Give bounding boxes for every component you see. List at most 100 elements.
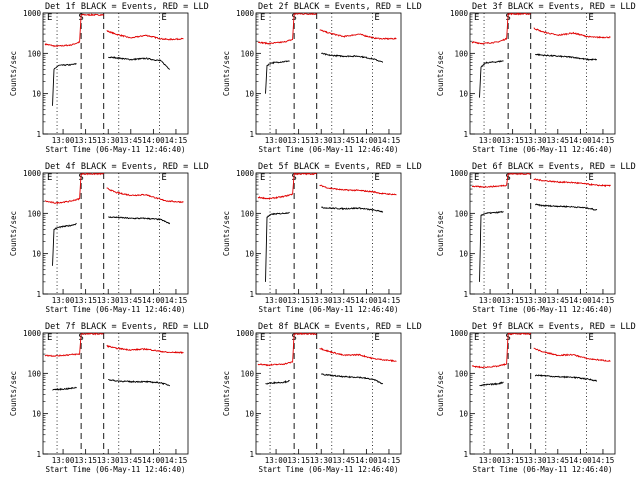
segment-marker-E: E	[260, 13, 265, 23]
y-axis-label: Counts/sec	[436, 211, 445, 256]
series-lld-line	[471, 332, 611, 369]
series-events-line	[478, 53, 597, 98]
y-tick-label: 1	[36, 130, 41, 139]
x-tick-label: 14:00	[569, 296, 592, 305]
y-tick-label: 100	[454, 209, 468, 218]
x-tick-label: 13:45	[333, 136, 356, 145]
plot-frame	[255, 332, 402, 455]
y-axis-label: Counts/sec	[222, 371, 231, 416]
chart-title: Det 9f BLACK = Events, RED = LLD	[472, 322, 636, 332]
series-lld-line	[257, 332, 397, 367]
x-tick-label: 13:00	[265, 296, 288, 305]
x-tick-label: 13:15	[501, 296, 524, 305]
chart-title: Det 1f BLACK = Events, RED = LLD	[45, 2, 209, 12]
x-tick-label: 13:00	[52, 296, 75, 305]
x-axis-label: Start Time (06-May-11 12:46:40)	[472, 305, 612, 314]
series-events-line	[265, 373, 384, 385]
x-tick-label: 13:15	[501, 136, 524, 145]
y-tick-label: 10	[245, 90, 255, 99]
x-axis-label: Start Time (06-May-11 12:46:40)	[259, 465, 399, 474]
y-tick-label: 1000	[450, 9, 469, 18]
x-tick-label: 13:30	[310, 136, 333, 145]
x-tick-label: 14:15	[378, 296, 401, 305]
x-tick-label: 13:00	[478, 296, 501, 305]
chart-title: Det 4f BLACK = Events, RED = LLD	[45, 162, 209, 172]
x-tick-label: 14:15	[591, 456, 614, 465]
segment-marker-E: E	[47, 13, 52, 23]
segment-marker-E: E	[588, 13, 593, 23]
plot-frame	[469, 172, 616, 295]
y-tick-label: 1000	[23, 329, 42, 338]
segment-marker-E: E	[588, 173, 593, 183]
x-axis-label: Start Time (06-May-11 12:46:40)	[46, 305, 186, 314]
y-tick-label: 1	[36, 290, 41, 299]
y-tick-label: 100	[454, 49, 468, 58]
x-tick-label: 13:45	[546, 296, 569, 305]
x-axis-label: Start Time (06-May-11 12:46:40)	[472, 145, 612, 154]
chart-svg: Det 1f BLACK = Events, RED = LLD 1 10 100 10…	[9, 2, 209, 154]
plot-frame	[255, 12, 402, 135]
y-tick-label: 10	[245, 250, 255, 259]
x-tick-label: 13:00	[478, 456, 501, 465]
plot-frame	[42, 332, 189, 455]
x-tick-label: 14:00	[142, 456, 165, 465]
x-tick-label: 13:30	[524, 136, 547, 145]
x-tick-label: 14:15	[378, 456, 401, 465]
y-axis-label: Counts/sec	[222, 51, 231, 96]
series-lld-line	[44, 172, 184, 205]
y-tick-label: 1	[463, 130, 468, 139]
detector-panel-1f: Det 1f BLACK = Events, RED = LLD 1 10 100 10…	[0, 0, 213, 160]
y-tick-label: 1000	[23, 9, 42, 18]
chart-title: Det 3f BLACK = Events, RED = LLD	[472, 2, 636, 12]
y-tick-label: 10	[32, 410, 42, 419]
series-events-line	[52, 56, 171, 106]
y-axis-label: Counts/sec	[9, 371, 18, 416]
y-tick-label: 10	[245, 410, 255, 419]
segment-marker-E: E	[47, 333, 52, 343]
series-lld-line	[471, 172, 611, 189]
y-tick-label: 10	[32, 250, 42, 259]
y-tick-label: 1000	[236, 169, 255, 178]
y-tick-label: 1	[250, 450, 255, 459]
y-tick-label: 1000	[236, 329, 255, 338]
y-axis-label: Counts/sec	[9, 211, 18, 256]
x-axis-label: Start Time (06-May-11 12:46:40)	[259, 145, 399, 154]
y-tick-label: 1000	[450, 329, 469, 338]
x-tick-label: 13:00	[478, 136, 501, 145]
y-tick-label: 1	[250, 130, 255, 139]
y-tick-label: 100	[27, 209, 41, 218]
detector-panel-4f: Det 4f BLACK = Events, RED = LLD 1 10 100 10…	[0, 160, 213, 320]
x-tick-label: 13:00	[265, 136, 288, 145]
x-tick-label: 13:00	[265, 456, 288, 465]
series-events-line	[52, 216, 171, 266]
y-tick-label: 1	[463, 450, 468, 459]
x-tick-label: 13:45	[120, 456, 143, 465]
series-lld-line	[258, 12, 397, 45]
y-tick-label: 100	[241, 49, 255, 58]
x-tick-label: 14:15	[165, 136, 188, 145]
y-tick-label: 100	[454, 369, 468, 378]
chart-svg: Det 9f BLACK = Events, RED = LLD 1 10 100 10…	[436, 322, 636, 474]
segment-marker-E: E	[260, 333, 265, 343]
segment-marker-E: E	[161, 333, 166, 343]
y-tick-label: 1	[250, 290, 255, 299]
x-tick-label: 14:15	[165, 296, 188, 305]
chart-title: Det 2f BLACK = Events, RED = LLD	[258, 2, 422, 12]
chart-svg: Det 2f BLACK = Events, RED = LLD 1 10 100 10…	[222, 2, 422, 154]
x-axis-label: Start Time (06-May-11 12:46:40)	[472, 465, 612, 474]
x-tick-label: 13:15	[288, 296, 311, 305]
series-events-line	[265, 52, 384, 94]
segment-marker-E: E	[161, 13, 166, 23]
x-tick-label: 13:00	[52, 456, 75, 465]
chart-svg: Det 6f BLACK = Events, RED = LLD 1 10 100 10…	[436, 162, 636, 314]
segment-marker-E: E	[474, 333, 479, 343]
x-tick-label: 14:00	[569, 456, 592, 465]
x-tick-label: 13:00	[52, 136, 75, 145]
x-tick-label: 13:30	[524, 296, 547, 305]
plot-frame	[42, 12, 189, 135]
y-tick-label: 10	[459, 410, 469, 419]
x-tick-label: 13:45	[546, 136, 569, 145]
detector-panel-9f: Det 9f BLACK = Events, RED = LLD 1 10 100 10…	[427, 320, 640, 480]
x-tick-label: 14:00	[569, 136, 592, 145]
